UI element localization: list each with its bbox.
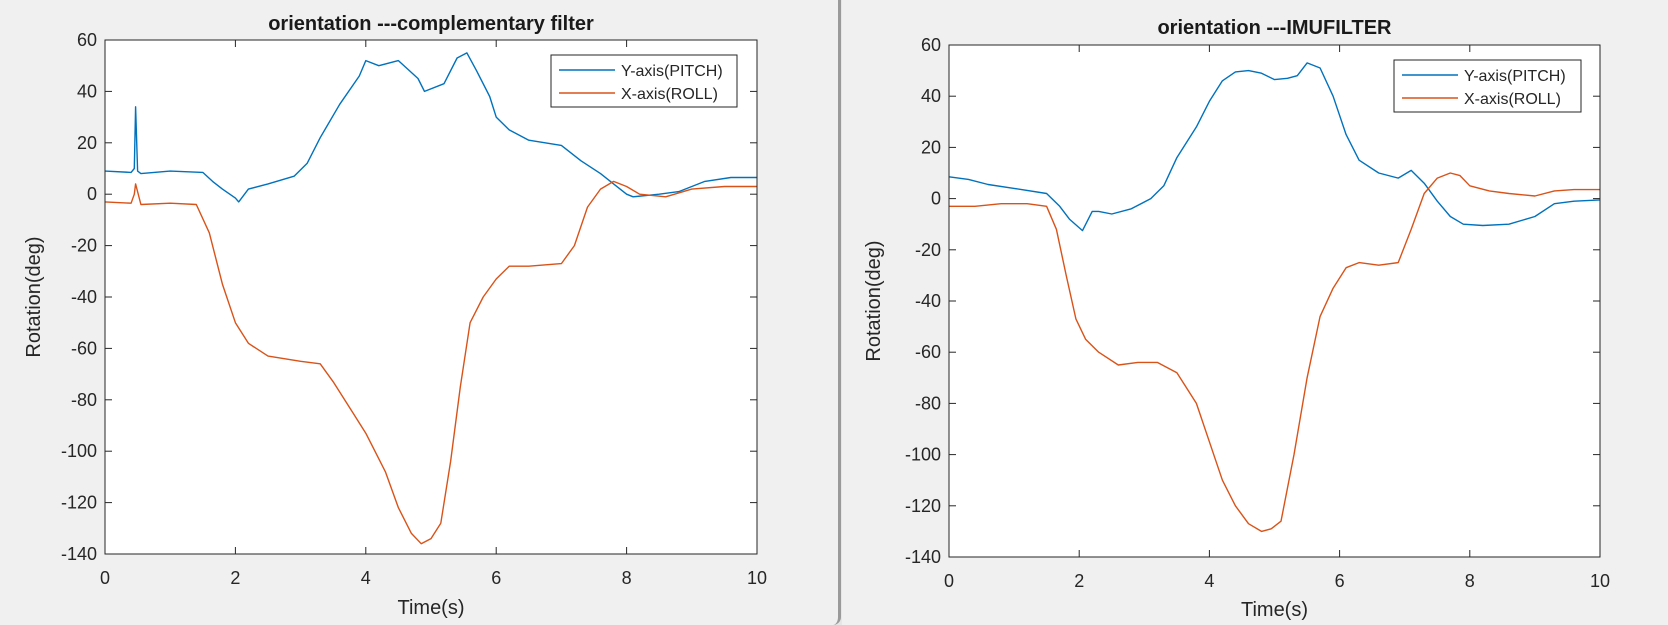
y-tick-label: -120: [905, 496, 941, 516]
y-tick-label: 60: [77, 30, 97, 50]
legend-box: [550, 54, 738, 108]
series-line-pitch: [948, 62, 1601, 232]
axes-box: [104, 39, 758, 555]
x-tick-label: 4: [1204, 571, 1214, 591]
legend-label-pitch: Y-axis(PITCH): [621, 63, 723, 80]
x-tick-label: 8: [622, 568, 632, 588]
y-tick-label: -60: [71, 338, 97, 358]
x-tick-label: 10: [1590, 571, 1610, 591]
plot-background: [949, 45, 1600, 557]
y-axis-label: Rotation(deg): [863, 240, 885, 361]
y-tick-label: -120: [61, 493, 97, 513]
y-tick-label: -140: [905, 547, 941, 567]
legend: Y-axis(PITCH) X-axis(ROLL): [1393, 59, 1582, 113]
plot-background: [105, 40, 757, 554]
x-tick-label: 2: [230, 568, 240, 588]
y-tick-label: 40: [77, 81, 97, 101]
y-tick-label: -20: [915, 240, 941, 260]
series-line-pitch: [104, 52, 757, 203]
y-tick-label: 0: [931, 189, 941, 209]
chart-title: orientation ---IMUFILTER: [1157, 17, 1392, 39]
legend-box: [1393, 59, 1582, 113]
legend-label-roll: X-axis(ROLL): [621, 86, 718, 103]
y-tick-label: -60: [915, 342, 941, 362]
x-tick-label: 2: [1074, 571, 1084, 591]
y-tick-label: -100: [61, 441, 97, 461]
x-tick-label: 8: [1465, 571, 1475, 591]
legend-label-roll: X-axis(ROLL): [1464, 91, 1561, 108]
x-tick-label: 6: [1335, 571, 1345, 591]
y-tick-label: 40: [921, 86, 941, 106]
x-tick-label: 4: [361, 568, 371, 588]
y-tick-label: -40: [71, 287, 97, 307]
x-tick-label: 0: [944, 571, 954, 591]
figure-window-imufilter: 60 40 20 0 -20 -40 -60 -80 -100 -120 -140 0 2 4 6 8 10 or…: [842, 0, 1668, 625]
legend: Y-axis(PITCH) X-axis(ROLL): [550, 54, 738, 108]
y-tick-label: -80: [915, 393, 941, 413]
axes-box: [948, 44, 1601, 558]
y-tick-label: -40: [915, 291, 941, 311]
y-axis-label: Rotation(deg): [23, 236, 45, 357]
x-tick-label: 0: [100, 568, 110, 588]
x-tick-label: 6: [491, 568, 501, 588]
y-tick-label: -80: [71, 390, 97, 410]
legend-label-pitch: Y-axis(PITCH): [1464, 68, 1566, 85]
y-tick-label: 60: [921, 35, 941, 55]
y-tick-label: -20: [71, 236, 97, 256]
series-line-roll: [104, 180, 757, 545]
x-tick-label: 10: [747, 568, 767, 588]
y-tick-label: 20: [77, 133, 97, 153]
figure-window-complementary: 60 40 20 0 -20 -40 -60 -80 -100 -120 -140 0 2 4 6 8 10 or…: [23, 0, 841, 625]
x-axis-label: Time(s): [397, 597, 464, 619]
y-tick-label: -100: [905, 445, 941, 465]
y-tick-label: 20: [921, 137, 941, 157]
chart-title: orientation ---complementary filter: [268, 13, 594, 35]
y-tick-label: -140: [61, 544, 97, 564]
series-line-roll: [949, 172, 1600, 533]
y-tick-label: 0: [87, 184, 97, 204]
x-axis-label: Time(s): [1241, 599, 1308, 621]
